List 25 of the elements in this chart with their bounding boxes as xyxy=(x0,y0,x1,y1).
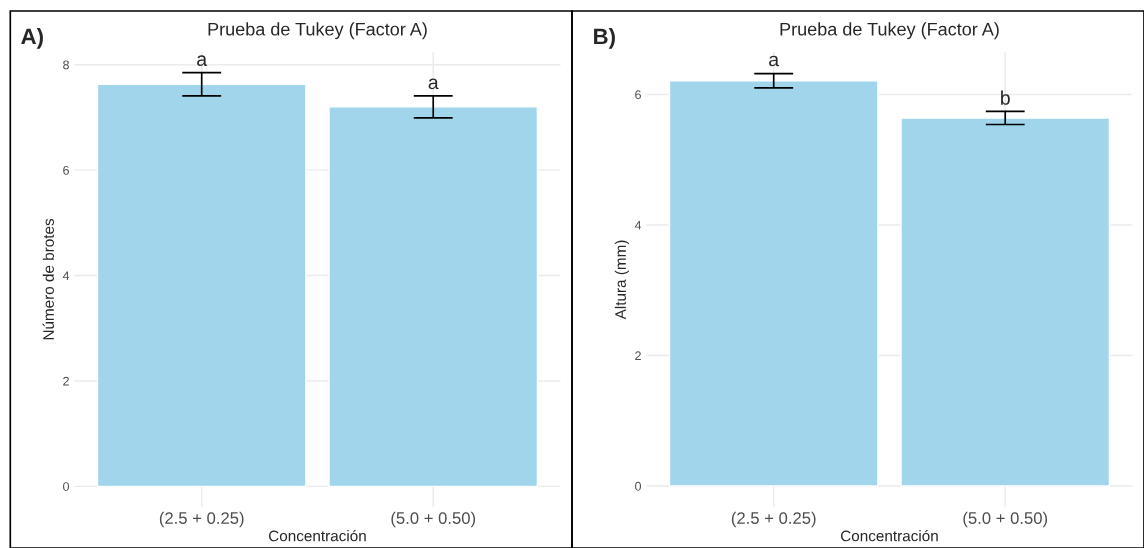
x-tick-label: (5.0 + 0.50) xyxy=(963,511,1048,528)
y-tick-label: 0 xyxy=(635,481,642,491)
y-tick-label: 8 xyxy=(63,60,69,70)
y-axis-title: Número de brotes xyxy=(42,218,54,340)
y-tick-label: 6 xyxy=(63,165,69,175)
chart-title: Prueba de Tukey (Factor A) xyxy=(208,22,427,40)
x-tick-label: (2.5 + 0.25) xyxy=(731,511,816,528)
y-axis-title: Altura (mm) xyxy=(614,240,629,320)
y-tick-label: 4 xyxy=(634,220,642,230)
annotation: b xyxy=(1001,90,1010,105)
text: B) xyxy=(594,28,615,49)
annotation: a xyxy=(769,55,780,67)
chart-title: Prueba de Tukey (Factor A) xyxy=(780,22,999,40)
y-tick-label: 4 xyxy=(62,271,70,281)
annotation: a xyxy=(197,55,208,66)
y-tick-label: 6 xyxy=(635,90,641,100)
text: A) xyxy=(21,28,43,49)
y-tick-label: 2 xyxy=(63,376,69,386)
x-axis-title: Concentración xyxy=(840,529,938,542)
x-axis-title: Concentración xyxy=(268,529,366,542)
y-tick-label: 2 xyxy=(635,351,641,361)
x-tick-label: (5.0 + 0.50) xyxy=(391,511,476,528)
annotation: a xyxy=(428,78,439,90)
y-tick-label: 0 xyxy=(63,482,70,491)
x-tick-label: (2.5 + 0.25) xyxy=(159,511,244,528)
